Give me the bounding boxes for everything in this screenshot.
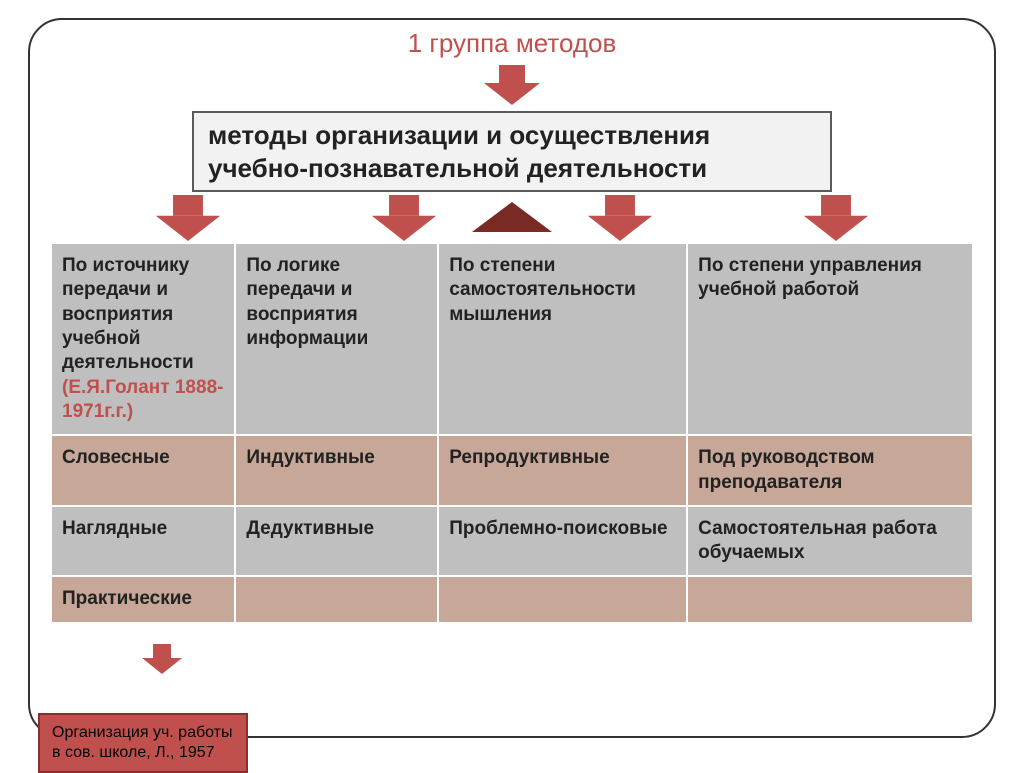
cell [687,576,973,622]
cell: Проблемно-поисковые [438,506,687,577]
page-title: 1 группа методов [50,28,974,59]
arrow-down-icon [142,644,182,674]
table-row: Наглядные Дедуктивные Проблемно-поисковы… [51,506,973,577]
col-header: По источнику передачи и восприятия учебн… [51,243,235,435]
table-row: Практические [51,576,973,622]
cell [438,576,687,622]
col-header: По степени управления учебной работой [687,243,973,435]
cell [235,576,438,622]
cell: Под руководством преподавателя [687,435,973,506]
cell: Самостоятельная работа обучаемых [687,506,973,577]
methods-table: По источнику передачи и восприятия учебн… [50,242,974,624]
arrow-down-icon [372,195,436,241]
arrow-down-icon [156,195,220,241]
footnote-box: Организация уч. работы в сов. школе, Л.,… [38,713,248,773]
cell: Словесные [51,435,235,506]
cell: Практические [51,576,235,622]
table-row: Словесные Индуктивные Репродуктивные Под… [51,435,973,506]
slide-frame: 1 группа методов методы организации и ос… [28,18,996,738]
cell: Наглядные [51,506,235,577]
arrow-row [50,198,974,238]
col-header: По степени самостоятельности мышления [438,243,687,435]
arrow-down-icon [804,195,868,241]
arrow-down-icon [50,65,974,105]
table-header-row: По источнику передачи и восприятия учебн… [51,243,973,435]
subtitle-box: методы организации и осуществления учебн… [192,111,832,192]
cell: Репродуктивные [438,435,687,506]
cell: Индуктивные [235,435,438,506]
col-header: По логике передачи и восприятия информац… [235,243,438,435]
col-header-accent: (Е.Я.Голант 1888-1971г.г.) [62,377,223,422]
col-header-text: По источнику передачи и восприятия учебн… [62,255,194,373]
arrow-down-icon [588,195,652,241]
cell: Дедуктивные [235,506,438,577]
